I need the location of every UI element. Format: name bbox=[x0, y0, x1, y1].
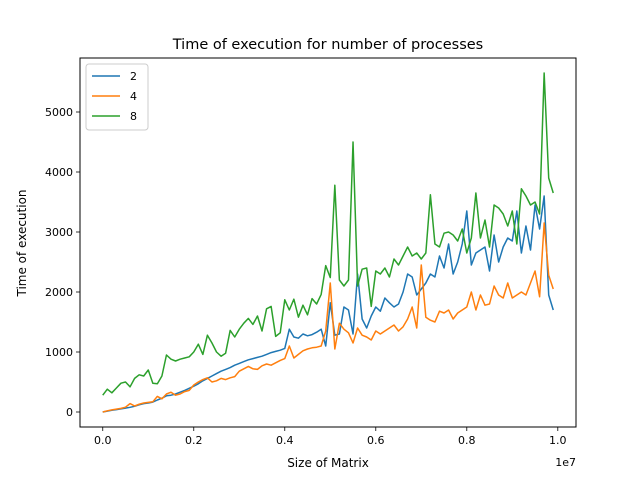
y-axis-label: Time of execution bbox=[15, 189, 29, 297]
series-line-2 bbox=[102, 195, 554, 413]
legend-label-2: 2 bbox=[130, 70, 137, 83]
series-lines bbox=[102, 72, 554, 413]
chart-title: Time of execution for number of processe… bbox=[172, 37, 483, 53]
x-tick-label: 0.8 bbox=[458, 434, 476, 447]
legend-label-4: 4 bbox=[130, 90, 137, 103]
x-tick-label: 0.2 bbox=[185, 434, 203, 447]
legend-label-8: 8 bbox=[130, 110, 137, 123]
legend: 2 4 8 bbox=[85, 63, 149, 131]
y-tick-label: 2000 bbox=[45, 286, 73, 299]
x-axis-label: Size of Matrix bbox=[287, 456, 369, 470]
legend-items: 2 4 8 bbox=[92, 70, 137, 123]
y-tick-label: 4000 bbox=[45, 166, 73, 179]
x-tick-label: 1.0 bbox=[549, 434, 567, 447]
x-tick-label: 0.0 bbox=[94, 434, 112, 447]
y-axis-ticks: 0 1000 2000 3000 4000 5000 bbox=[45, 106, 80, 419]
x-axis-ticks: 0.0 0.2 0.4 0.6 0.8 1.0 bbox=[94, 427, 567, 447]
series-line-8 bbox=[102, 72, 554, 396]
y-tick-label: 5000 bbox=[45, 106, 73, 119]
x-tick-label: 0.6 bbox=[367, 434, 385, 447]
y-tick-label: 3000 bbox=[45, 226, 73, 239]
y-tick-label: 1000 bbox=[45, 346, 73, 359]
y-tick-label: 0 bbox=[66, 406, 73, 419]
x-tick-label: 0.4 bbox=[276, 434, 294, 447]
axes-frame bbox=[79, 57, 577, 428]
x-axis-offset-label: 1e7 bbox=[555, 456, 576, 469]
series-line-4 bbox=[102, 222, 554, 413]
legend-box bbox=[85, 63, 149, 131]
